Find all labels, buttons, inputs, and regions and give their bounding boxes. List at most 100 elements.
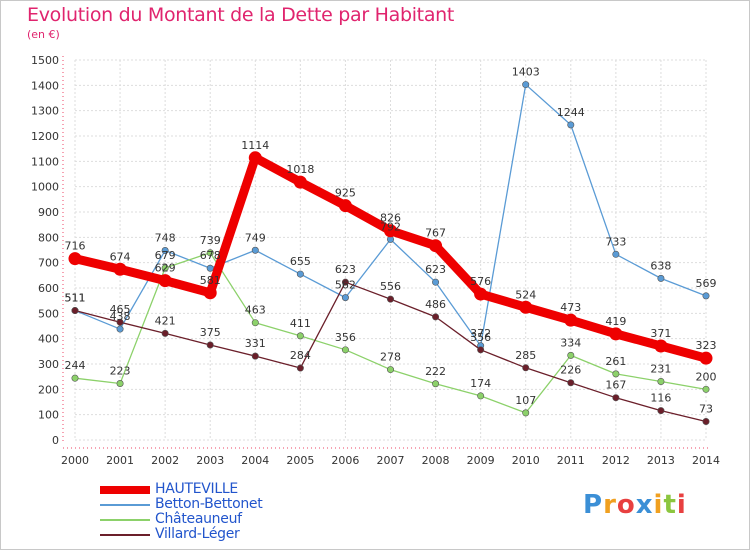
- x-tick-label: 2009: [467, 454, 495, 467]
- data-label: 371: [650, 327, 671, 340]
- y-tick-label: 1000: [31, 181, 59, 194]
- data-point: [206, 249, 214, 257]
- data-label: 244: [65, 359, 86, 372]
- data-label: 1114: [241, 139, 269, 152]
- data-label: 107: [515, 394, 536, 407]
- y-tick-label: 400: [38, 333, 59, 346]
- legend-label: HAUTEVILLE: [155, 481, 238, 497]
- data-point: [612, 370, 620, 378]
- data-label: 323: [696, 339, 717, 352]
- y-tick-label: 100: [38, 409, 59, 422]
- data-point: [384, 224, 397, 238]
- legend-swatch: [100, 534, 150, 536]
- data-label: 200: [696, 370, 717, 383]
- data-point: [432, 380, 440, 388]
- x-tick-label: 2012: [602, 454, 630, 467]
- data-point: [522, 409, 530, 417]
- data-label: 733: [605, 235, 626, 248]
- data-label: 678: [200, 249, 221, 262]
- data-point: [113, 262, 127, 276]
- data-label: 356: [335, 331, 356, 344]
- data-point: [612, 250, 620, 258]
- data-point: [116, 380, 124, 388]
- data-label: 1244: [557, 106, 585, 119]
- data-label: 623: [425, 263, 446, 276]
- data-label: 421: [155, 314, 176, 327]
- data-point: [567, 379, 575, 387]
- legend-swatch: [100, 486, 150, 494]
- data-label: 716: [65, 240, 86, 253]
- data-label: 226: [560, 364, 581, 377]
- chart-title: Evolution du Montant de la Dette par Hab…: [27, 4, 455, 26]
- y-tick-label: 600: [38, 282, 59, 295]
- data-point: [654, 339, 668, 353]
- data-label: 511: [65, 292, 86, 305]
- logo-letter: i: [676, 490, 687, 520]
- data-point: [161, 329, 169, 337]
- data-label: 925: [335, 187, 356, 200]
- data-point: [386, 366, 394, 374]
- data-label: 655: [290, 255, 311, 268]
- data-label: 556: [380, 280, 401, 293]
- data-label: 261: [605, 355, 626, 368]
- data-label: 465: [110, 303, 131, 316]
- x-tick-label: 2013: [647, 454, 675, 467]
- logo-letter: x: [635, 490, 654, 520]
- data-label: 739: [200, 234, 221, 247]
- data-label: 231: [650, 362, 671, 375]
- data-point: [161, 264, 169, 272]
- axes: [62, 56, 710, 449]
- data-point: [567, 351, 575, 359]
- y-tick-label: 1400: [31, 79, 59, 92]
- data-label: 792: [380, 220, 401, 233]
- x-tick-label: 2010: [512, 454, 540, 467]
- data-point: [564, 313, 578, 327]
- data-label: 284: [290, 349, 311, 362]
- data-point: [248, 151, 262, 165]
- data-point: [158, 274, 172, 288]
- data-point: [477, 346, 485, 354]
- data-point: [522, 364, 530, 372]
- data-point: [71, 307, 79, 315]
- data-point: [296, 270, 304, 278]
- data-label: 116: [650, 392, 671, 405]
- data-label: 749: [245, 231, 266, 244]
- chart-unit: (en €): [27, 28, 60, 41]
- data-point: [612, 394, 620, 402]
- x-tick-label: 2007: [377, 454, 405, 467]
- x-tick-label: 2005: [286, 454, 314, 467]
- data-point: [116, 325, 124, 333]
- data-point: [71, 374, 79, 382]
- data-label: 473: [560, 301, 581, 314]
- data-point: [432, 278, 440, 286]
- data-label: 167: [605, 379, 626, 392]
- data-point: [474, 287, 488, 301]
- data-point: [296, 332, 304, 340]
- data-point: [657, 274, 665, 282]
- x-tick-label: 2011: [557, 454, 585, 467]
- data-label: 623: [335, 263, 356, 276]
- data-label: 826: [380, 212, 401, 225]
- data-point: [702, 418, 710, 426]
- data-point: [161, 247, 169, 255]
- y-tick-label: 1200: [31, 130, 59, 143]
- data-label: 524: [515, 288, 536, 301]
- data-label: 331: [245, 337, 266, 350]
- data-point: [251, 246, 259, 254]
- data-label: 569: [696, 277, 717, 290]
- data-label: 223: [110, 365, 131, 378]
- data-point: [338, 199, 352, 213]
- x-tick-label: 2003: [196, 454, 224, 467]
- y-tick-label: 1300: [31, 105, 59, 118]
- legend-swatch: [100, 504, 150, 506]
- data-label: 278: [380, 351, 401, 364]
- y-tick-label: 0: [52, 434, 59, 447]
- data-point: [386, 295, 394, 303]
- data-label: 356: [470, 331, 491, 344]
- data-point: [609, 327, 623, 341]
- y-tick-label: 500: [38, 307, 59, 320]
- x-tick-label: 2000: [61, 454, 89, 467]
- y-tick-label: 700: [38, 257, 59, 270]
- data-point: [68, 252, 82, 266]
- data-point: [702, 292, 710, 300]
